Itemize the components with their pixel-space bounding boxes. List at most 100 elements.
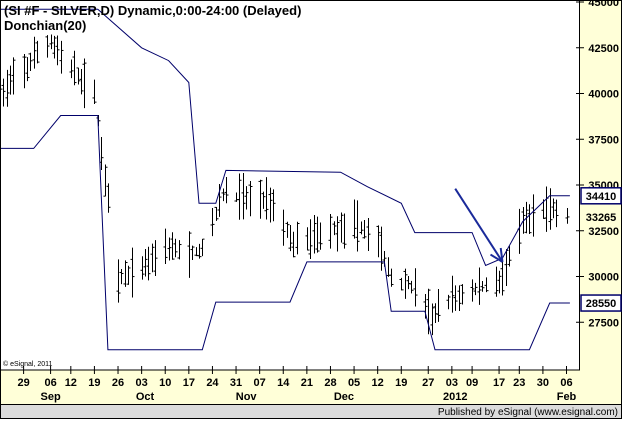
price-marker: 28550 <box>580 294 622 312</box>
ohlc-bar <box>194 247 199 257</box>
svg-text:34410: 34410 <box>586 191 617 203</box>
x-month-label: Feb <box>557 391 577 403</box>
ohlc-bar <box>565 207 570 224</box>
x-tick-label: 29 <box>17 377 29 389</box>
ohlc-bar <box>49 34 54 50</box>
ohlc-bar <box>244 186 249 210</box>
ohlc-bar <box>379 226 384 271</box>
ohlc-bar <box>59 40 64 74</box>
ohlc-bar <box>504 249 509 287</box>
ohlc-bar <box>248 181 253 217</box>
ohlc-bar <box>146 246 151 281</box>
y-tick-label: 30000 <box>588 272 619 284</box>
ohlc-bar <box>79 69 84 95</box>
x-tick-label: 30 <box>537 377 549 389</box>
ohlc-bar <box>190 245 195 260</box>
ohlc-bar <box>548 188 553 230</box>
ohlc-bar <box>264 177 269 220</box>
ohlc-bar <box>399 277 404 291</box>
y-tick-label: 32500 <box>588 226 619 238</box>
ohlc-bar <box>403 268 408 299</box>
x-tick-label: 12 <box>65 377 77 389</box>
price-markers: 34410 33265 28550 <box>580 187 622 312</box>
ohlc-bar <box>500 256 505 296</box>
ohlc-bar <box>544 186 549 232</box>
ohlc-bar <box>8 65 13 95</box>
ohlc-bar <box>362 220 367 239</box>
x-tick-label: 05 <box>348 377 360 389</box>
ohlc-bar <box>72 50 77 86</box>
ohlc-bar <box>224 176 229 204</box>
annotation-arrow <box>454 188 504 263</box>
ohlc-bar <box>197 243 202 259</box>
ohlc-bar <box>376 225 381 258</box>
price-marker: 33265 <box>581 208 621 225</box>
svg-text:33265: 33265 <box>586 212 617 224</box>
x-tick-label: 26 <box>112 377 124 389</box>
ohlc-bar <box>315 216 320 253</box>
x-tick-label: 31 <box>230 377 242 389</box>
ohlc-bar <box>221 188 226 202</box>
ohlc-bar <box>554 199 559 228</box>
x-tick-label: 27 <box>422 377 434 389</box>
ohlc-bar <box>295 221 300 255</box>
ohlc-bar <box>210 208 215 237</box>
x-tick-label: 23 <box>513 377 525 389</box>
ohlc-bar <box>28 52 33 71</box>
ohlc-bars <box>0 34 570 336</box>
ohlc-bar <box>446 294 451 310</box>
x-tick-label: 03 <box>136 377 148 389</box>
ohlc-bar <box>217 184 222 217</box>
ohlc-bar <box>130 247 135 298</box>
ohlc-bar <box>527 204 532 234</box>
ohlc-bar <box>167 237 172 261</box>
ohlc-bar <box>285 221 290 238</box>
x-axis-panel <box>0 370 580 405</box>
ohlc-bar <box>477 267 482 305</box>
plot-frame <box>0 0 580 371</box>
x-month-label: Sep <box>40 391 60 403</box>
ohlc-bar <box>177 240 182 260</box>
ohlc-bar <box>214 206 219 221</box>
ohlc-bar <box>436 288 441 322</box>
x-tick-label: 21 <box>301 377 313 389</box>
ohlc-bar <box>5 69 10 107</box>
ohlc-bar <box>305 227 310 251</box>
ohlc-bar <box>291 231 296 258</box>
ohlc-bar <box>426 288 431 335</box>
ohlc-bar <box>140 256 145 280</box>
x-tick-label: 14 <box>277 377 290 389</box>
ohlc-bar <box>281 209 286 246</box>
x-tick-label: 24 <box>206 377 219 389</box>
ohlc-bar <box>106 183 111 213</box>
ohlc-bar <box>200 238 205 257</box>
x-tick-label: 10 <box>159 377 171 389</box>
ohlc-bar <box>507 246 512 267</box>
x-tick-label: 28 <box>324 377 336 389</box>
ohlc-bar <box>328 213 333 249</box>
ohlc-bar <box>359 221 364 235</box>
ohlc-bar <box>52 35 57 59</box>
chart-title: (SI #F - SILVER,D) Dynamic,0:00-24:00 (D… <box>4 3 301 18</box>
x-month-label: Nov <box>236 391 258 403</box>
ohlc-bar <box>386 257 391 277</box>
ohlc-bar <box>45 35 50 58</box>
ohlc-bar <box>531 194 536 237</box>
ohlc-bar <box>332 221 337 236</box>
ohlc-bar <box>406 275 411 290</box>
ohlc-bar <box>494 266 499 297</box>
x-tick-label: 03 <box>446 377 458 389</box>
ohlc-bar <box>450 275 455 313</box>
ohlc-bar <box>430 303 435 336</box>
ohlc-bar <box>413 268 418 307</box>
ohlc-bar <box>76 67 81 85</box>
x-month-label: 2012 <box>443 391 467 403</box>
ohlc-bar <box>288 224 293 252</box>
ohlc-bar <box>409 280 414 294</box>
ohlc-bar <box>261 191 266 209</box>
x-tick-label: 19 <box>88 377 100 389</box>
ohlc-bar <box>318 222 323 250</box>
